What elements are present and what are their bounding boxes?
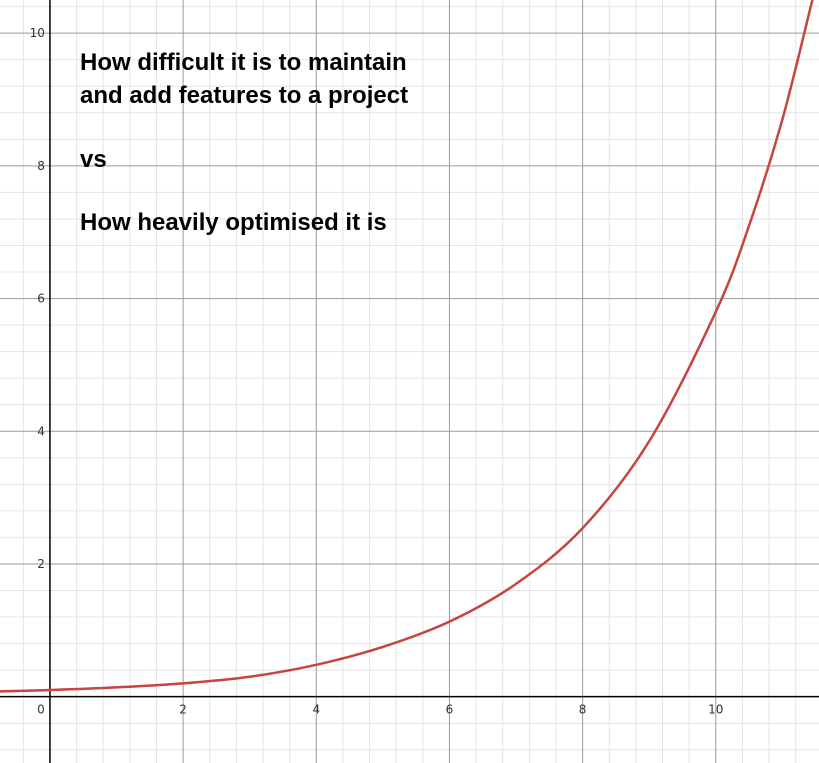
y-tick-label: 6 xyxy=(37,292,45,306)
tick-labels: 0 2 4 6 8 10 2 4 6 8 10 xyxy=(30,26,724,716)
chart-title: How difficult it is to maintain and add … xyxy=(80,49,408,236)
x-tick-label: 10 xyxy=(708,703,723,717)
title-line-3: vs xyxy=(80,146,107,173)
title-line-4: How heavily optimised it is xyxy=(80,209,387,236)
title-line-2: and add features to a project xyxy=(80,82,408,109)
x-tick-label: 2 xyxy=(179,703,187,717)
y-tick-label: 4 xyxy=(37,424,45,438)
y-tick-label: 10 xyxy=(30,26,45,40)
y-tick-label: 2 xyxy=(37,557,45,571)
series-line xyxy=(0,0,814,693)
x-tick-label: 4 xyxy=(312,703,320,717)
x-tick-label: 8 xyxy=(579,703,587,717)
x-tick-label: 0 xyxy=(37,703,45,717)
title-line-1: How difficult it is to maintain xyxy=(80,49,407,76)
curves xyxy=(0,0,814,693)
y-tick-label: 8 xyxy=(37,159,45,173)
x-tick-label: 6 xyxy=(446,703,454,717)
